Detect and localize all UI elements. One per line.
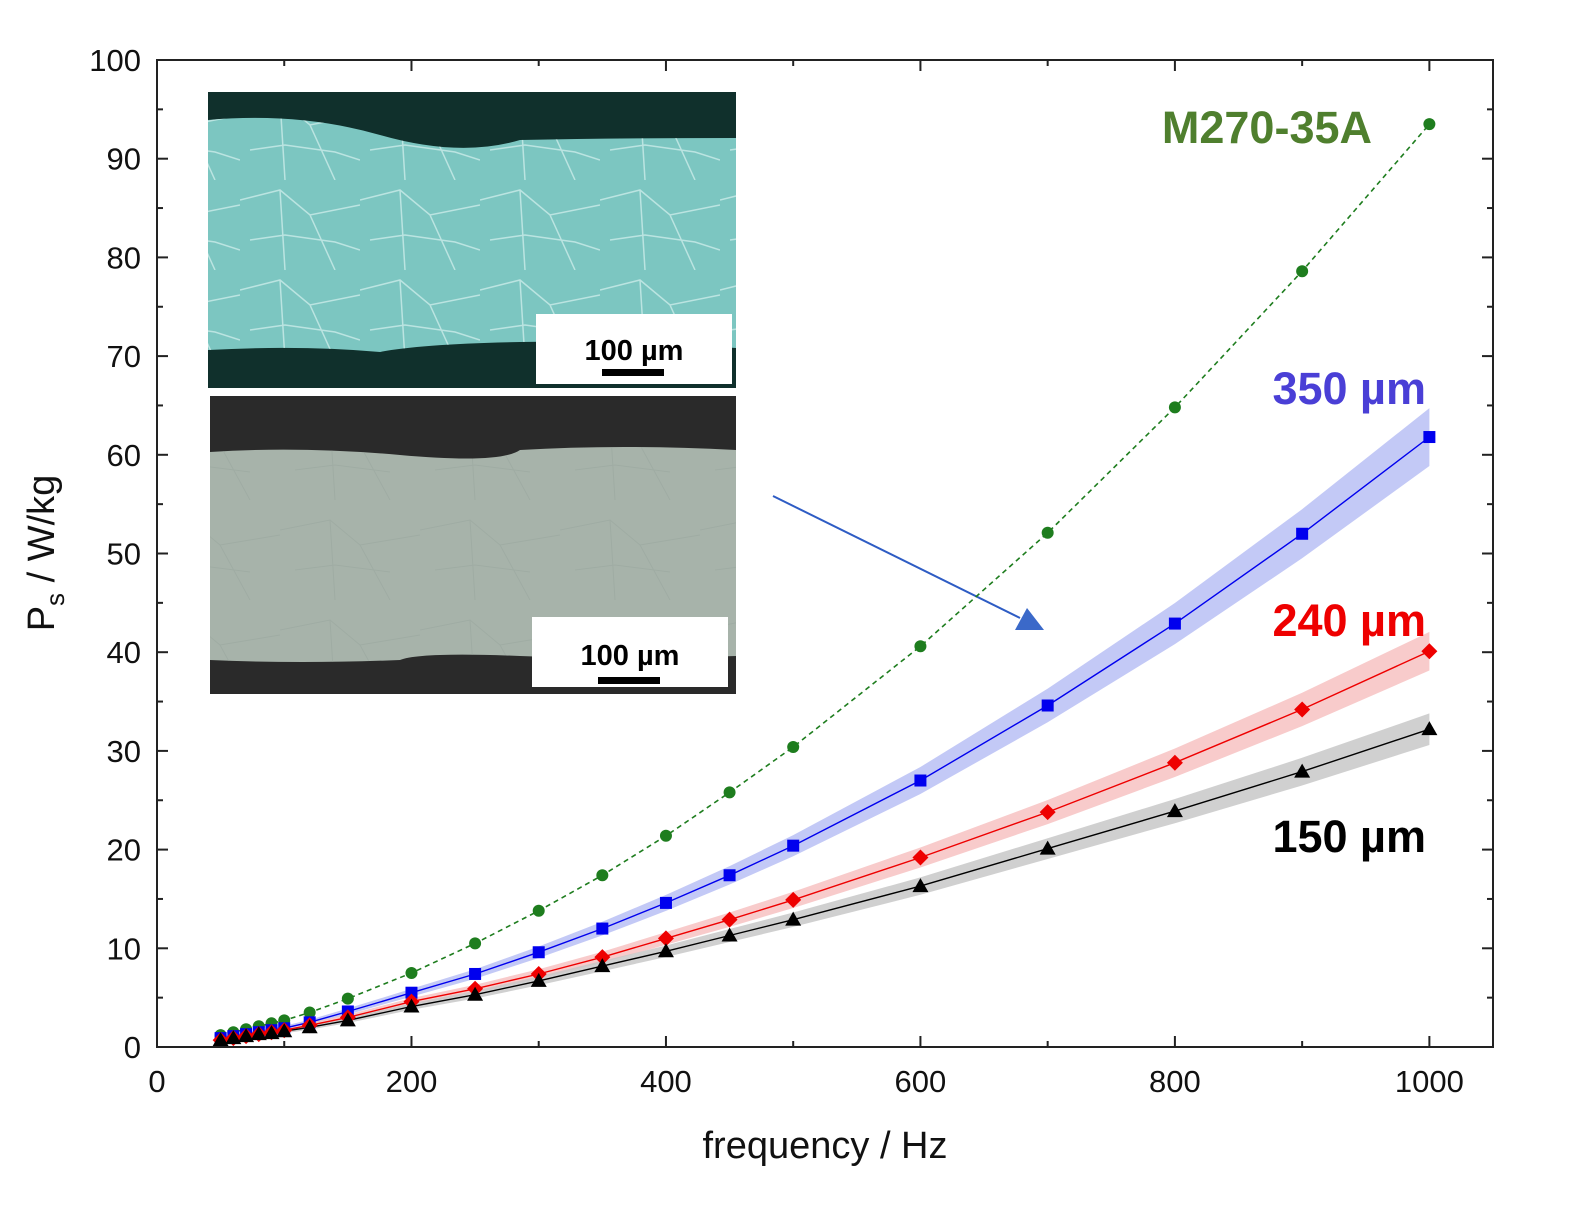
data-point	[530, 972, 547, 987]
y-tick-label: 100	[89, 43, 141, 78]
data-point	[657, 943, 674, 958]
data-point	[212, 1032, 229, 1047]
y-axis-title: Ps / W/kg	[21, 475, 70, 632]
data-point	[1421, 643, 1438, 660]
data-point	[469, 967, 482, 980]
data-point	[596, 922, 609, 935]
data-point	[659, 896, 672, 909]
data-point	[250, 1026, 267, 1041]
data-point	[912, 878, 929, 893]
y-tick-label: 0	[124, 1030, 141, 1065]
inset-micrograph-top: 100 µm	[208, 92, 736, 388]
data-point	[1421, 721, 1438, 736]
data-point	[276, 1023, 293, 1038]
x-tick-label: 400	[640, 1064, 692, 1099]
data-point	[341, 992, 354, 1005]
data-point	[721, 911, 738, 928]
data-point	[914, 774, 927, 787]
scale-bar-label: 100 µm	[585, 335, 684, 367]
y-tick-label: 70	[107, 339, 141, 374]
y-tick-label: 90	[107, 142, 141, 177]
series-label-2: 240 µm	[1272, 595, 1426, 646]
data-point	[594, 949, 611, 966]
series-line-0	[220, 123, 1431, 1036]
y-tick-label: 20	[107, 833, 141, 868]
series-label-1: 350 µm	[1272, 363, 1426, 414]
axes: 0 200 400 600 800 1000 0 10 20 30 40 50 60 70 80 90 100 f…	[21, 43, 1494, 1167]
y-tick-label: 60	[107, 438, 141, 473]
data-point	[787, 839, 800, 852]
data-point	[1041, 526, 1054, 539]
y-tick-label: 80	[107, 240, 141, 275]
data-point	[238, 1028, 255, 1043]
data-point	[657, 930, 674, 947]
data-point	[787, 740, 800, 753]
data-point	[785, 911, 802, 926]
y-axis-title-main: P	[21, 606, 63, 631]
data-point	[1039, 804, 1056, 821]
scale-bar-label: 100 µm	[581, 640, 680, 672]
data-point	[659, 829, 672, 842]
data-point	[1296, 265, 1309, 278]
y-tick-label: 10	[107, 931, 141, 966]
data-point	[721, 927, 738, 942]
inset-micrograph-bottom: 100 µm	[210, 396, 736, 694]
data-point	[532, 904, 545, 917]
y-tick-label: 30	[107, 734, 141, 769]
data-point	[723, 786, 736, 799]
series-label-3: 150 µm	[1272, 811, 1426, 862]
data-point	[1294, 763, 1311, 778]
data-point	[405, 986, 418, 999]
data-point	[596, 869, 609, 882]
series-label-0: M270-35A	[1162, 102, 1372, 153]
series-line-2	[220, 650, 1430, 1041]
data-point	[467, 986, 484, 1001]
x-tick-label: 600	[895, 1064, 947, 1099]
data-point	[1423, 118, 1436, 131]
data-point	[912, 849, 929, 866]
series-markers	[212, 118, 1438, 1049]
data-point	[339, 1012, 356, 1027]
y-tick-label: 40	[107, 635, 141, 670]
data-point	[1168, 401, 1181, 414]
pointer-arrow	[772, 495, 1044, 630]
data-point	[1166, 803, 1183, 818]
data-point	[263, 1025, 280, 1040]
x-axis-title: frequency / Hz	[703, 1125, 948, 1167]
data-point	[914, 640, 927, 653]
data-point	[469, 937, 482, 950]
x-tick-label: 1000	[1395, 1064, 1464, 1099]
x-tick-label: 200	[386, 1064, 438, 1099]
data-point	[403, 998, 420, 1013]
y-tick-label: 50	[107, 537, 141, 572]
data-point	[723, 869, 736, 882]
data-point	[1294, 701, 1311, 718]
y-axis-title-unit: / W/kg	[21, 475, 63, 593]
data-point	[1423, 431, 1436, 444]
data-point	[1041, 699, 1054, 712]
data-point	[1168, 617, 1181, 630]
x-tick-label: 800	[1149, 1064, 1201, 1099]
data-point	[594, 958, 611, 973]
data-point	[303, 1006, 316, 1019]
data-point	[405, 966, 418, 979]
data-point	[301, 1019, 318, 1034]
x-tick-label: 0	[148, 1064, 165, 1099]
y-axis-title-sub: s	[40, 593, 70, 606]
data-point	[1166, 754, 1183, 771]
data-point	[1296, 527, 1309, 540]
data-point	[785, 891, 802, 908]
data-point	[225, 1030, 242, 1045]
series-labels: M270-35A 350 µm 240 µm 150 µm	[1162, 102, 1426, 862]
data-point	[1039, 840, 1056, 855]
data-point	[532, 946, 545, 959]
